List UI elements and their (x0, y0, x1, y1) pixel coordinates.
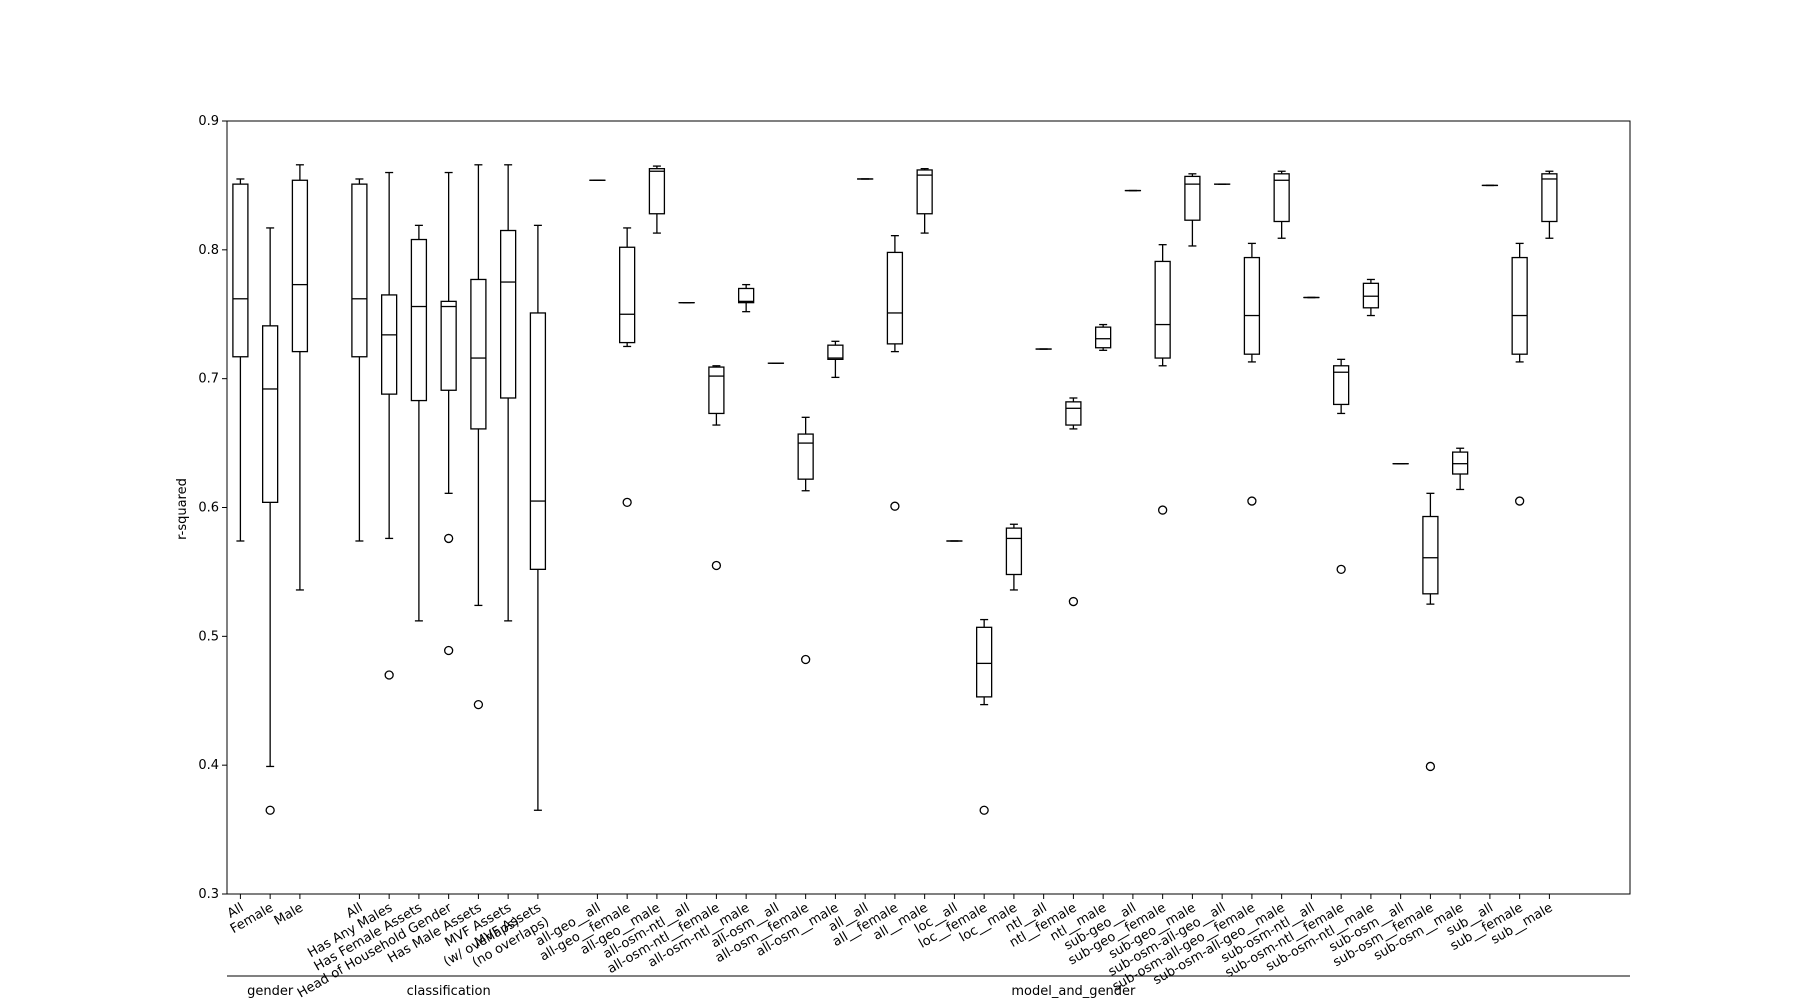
box-Has-Male-Assets (470, 164, 487, 710)
box-ntl__female (1065, 397, 1082, 607)
box-all-geo__female (619, 227, 636, 507)
box-Has-Any-Males (380, 171, 398, 680)
boxes-layer (232, 164, 1558, 815)
box-sub-osm-ntl__male (1362, 278, 1380, 317)
box-MVF-Assets-(no-overlaps) (529, 224, 547, 811)
iqr-box (499, 229, 517, 399)
y-tick-label: 0.7 (198, 372, 219, 387)
outlier-point (1068, 596, 1079, 607)
box-loc__male (1005, 523, 1023, 591)
iqr-box (410, 238, 428, 402)
iqr-box (380, 294, 398, 395)
box-sub-osm-all-geo__male (1273, 170, 1290, 239)
iqr-box (232, 183, 249, 358)
iqr-box (529, 312, 547, 570)
iqr-box (470, 278, 487, 430)
box-sub-osm__male (1452, 447, 1469, 491)
y-tick-label: 0.6 (198, 501, 219, 516)
iqr-box (1065, 401, 1082, 426)
iqr-box (1541, 173, 1558, 223)
box-All (232, 178, 249, 542)
y-tick-label: 0.9 (198, 114, 219, 129)
y-tick-label: 0.5 (198, 629, 219, 644)
outlier-point (265, 805, 275, 815)
y-tick-label: 0.4 (198, 758, 219, 773)
outlier-point (890, 501, 900, 511)
iqr-box (1095, 326, 1112, 349)
box-sub__female (1511, 242, 1528, 506)
group-label-classification: classification (407, 984, 491, 999)
outlier-point (622, 497, 632, 507)
box-ntl__male (1095, 323, 1112, 351)
box-all-osm-ntl__female (708, 365, 725, 571)
box-loc__female (976, 618, 993, 815)
box-Head-of-Household-Gender (440, 171, 457, 656)
box-Female (261, 227, 279, 815)
iqr-box (619, 246, 636, 344)
group-label-model_and_gender: model_and_gender (1011, 984, 1136, 999)
iqr-box (797, 433, 814, 480)
outlier-point (1515, 496, 1525, 506)
group-labels-layer: gender classification model_and_gender (227, 975, 1630, 999)
iqr-box (827, 344, 844, 360)
box-all-osm__male (827, 340, 844, 379)
iqr-box (351, 183, 368, 358)
outlier-point (711, 560, 722, 571)
outlier-point (443, 645, 454, 656)
outlier-point (473, 699, 484, 710)
iqr-box (1243, 256, 1261, 355)
iqr-box (738, 287, 755, 304)
box-sub-osm-all-geo__female (1243, 242, 1261, 506)
iqr-box (1005, 527, 1023, 576)
outlier-point (1158, 505, 1168, 515)
iqr-box (886, 251, 904, 345)
y-axis-ticks: 0.3 0.4 0.5 0.6 0.7 0.8 0.9 (198, 114, 227, 902)
box-all-osm-ntl__male (738, 283, 755, 313)
iqr-box (1184, 175, 1201, 221)
plot-area-frame (226, 120, 1631, 895)
iqr-box (1511, 256, 1528, 355)
box-sub-geo__male (1184, 173, 1201, 247)
box-all-osm__female (797, 416, 814, 665)
box-Male (291, 164, 309, 591)
iqr-box (1273, 173, 1290, 223)
x-tick-label: All (225, 900, 246, 921)
y-axis-label: r-squared (175, 478, 190, 540)
iqr-box (916, 169, 933, 215)
box-sub-geo__female (1154, 244, 1171, 515)
box-Has-Female-Assets (410, 224, 428, 622)
iqr-box (1154, 260, 1171, 359)
iqr-box (1422, 515, 1439, 595)
iqr-box (1333, 365, 1350, 406)
box-sub-osm__female (1422, 492, 1439, 772)
box-MVF-Assets-(w/-overlaps) (499, 164, 517, 622)
outlier-point (384, 670, 394, 680)
iqr-box (976, 626, 993, 698)
y-tick-label: 0.8 (198, 243, 219, 258)
outlier-point (1247, 496, 1257, 506)
box-all-geo__male (648, 165, 666, 234)
outlier-point (443, 533, 454, 544)
iqr-box (708, 366, 725, 415)
iqr-box (648, 168, 666, 215)
box-All (351, 178, 368, 542)
iqr-box (291, 179, 309, 353)
outlier-point (1336, 564, 1346, 574)
box-sub-osm-ntl__female (1333, 358, 1350, 574)
x-tick-label: All (344, 900, 365, 921)
iqr-box (440, 300, 457, 391)
iqr-box (261, 325, 279, 503)
outlier-point (979, 805, 989, 815)
group-label-gender: gender (247, 984, 294, 999)
outlier-point (801, 654, 811, 665)
outlier-point (1425, 761, 1436, 772)
box-all__female (886, 235, 904, 511)
box-all__male (916, 168, 933, 234)
box-sub__male (1541, 170, 1558, 239)
y-tick-label: 0.3 (198, 887, 219, 902)
